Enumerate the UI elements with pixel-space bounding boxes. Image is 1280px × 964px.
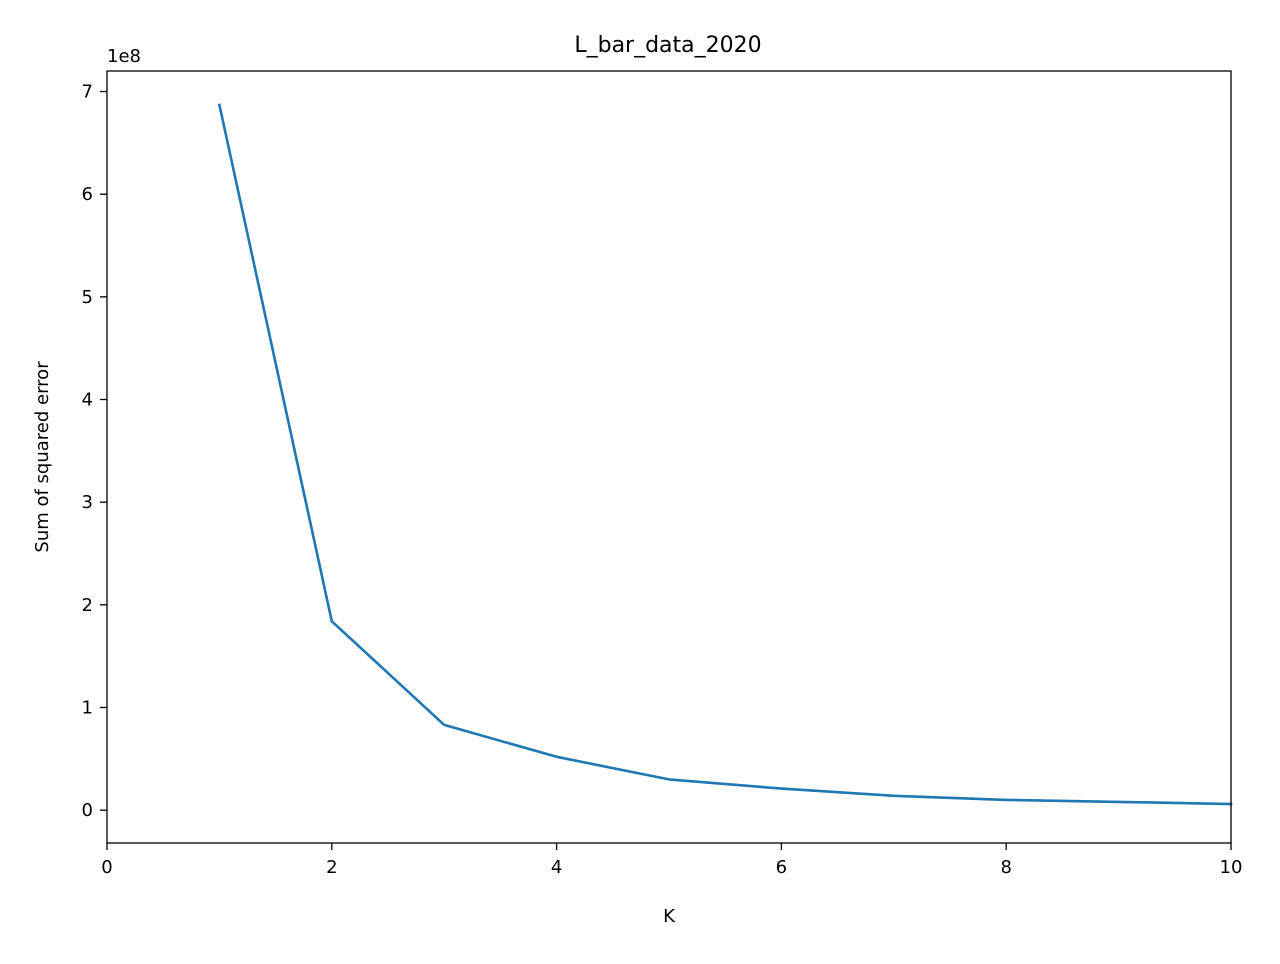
y-tick-label: 0 bbox=[82, 800, 93, 821]
y-offset-label: 1e8 bbox=[107, 46, 141, 67]
y-axis-label: Sum of squared error bbox=[32, 361, 53, 553]
y-tick-label: 1 bbox=[82, 697, 93, 718]
x-tick-label: 0 bbox=[101, 857, 112, 878]
x-axis-label: K bbox=[663, 906, 676, 927]
y-tick-label: 3 bbox=[82, 492, 93, 513]
chart-title: L_bar_data_2020 bbox=[574, 33, 761, 58]
ticks-layer: 0 2 4 6 8 10 0 1 2 3 4 5 6 7 bbox=[82, 82, 1243, 878]
x-tick-label: 10 bbox=[1220, 857, 1243, 878]
y-tick-label: 5 bbox=[82, 287, 93, 308]
series-layer bbox=[219, 105, 1231, 804]
x-tick-label: 6 bbox=[776, 857, 787, 878]
x-tick-label: 8 bbox=[1000, 857, 1011, 878]
y-tick-label: 4 bbox=[82, 390, 93, 411]
x-tick-label: 4 bbox=[551, 857, 562, 878]
x-tick-label: 2 bbox=[326, 857, 337, 878]
y-tick-label: 7 bbox=[82, 82, 93, 103]
series-line bbox=[219, 105, 1231, 804]
plot-frame bbox=[107, 71, 1231, 843]
y-tick-label: 2 bbox=[82, 595, 93, 616]
y-tick-label: 6 bbox=[82, 184, 93, 205]
